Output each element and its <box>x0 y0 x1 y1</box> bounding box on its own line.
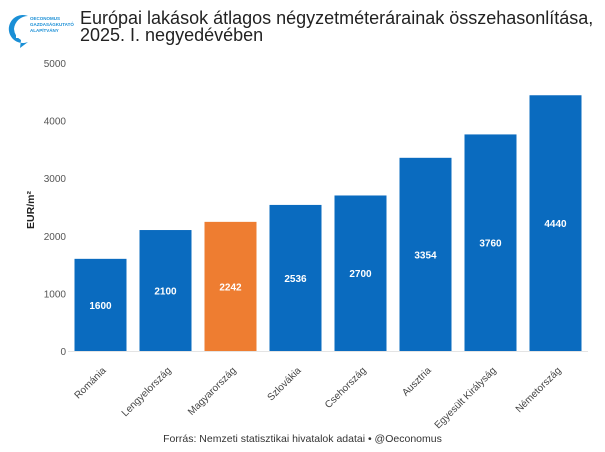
y-axis-label: EUR/m² <box>25 191 37 229</box>
bar <box>529 95 582 351</box>
y-tick-label: 1000 <box>44 289 67 300</box>
data-label: 4440 <box>544 219 567 230</box>
bar <box>269 204 322 351</box>
data-label: 1600 <box>89 301 112 312</box>
bar <box>399 157 452 351</box>
x-tick-label: Egyesült Királyság <box>433 365 499 431</box>
x-tick-label: Ausztria <box>400 365 434 399</box>
y-tick-label: 5000 <box>44 59 67 70</box>
logo-text: OECONOMUS GAZDASÁGKUTATÓ ALAPÍTVÁNY <box>30 16 74 33</box>
data-label: 2536 <box>284 274 307 285</box>
bar <box>204 221 257 351</box>
source-note: Forrás: Nemzeti statisztikai hivatalok a… <box>163 433 442 445</box>
y-tick-label: 3000 <box>44 174 67 185</box>
bar <box>334 195 387 351</box>
data-label: 2100 <box>154 287 177 298</box>
data-label: 3760 <box>479 239 502 250</box>
x-tick-label: Lengyelország <box>120 365 174 419</box>
logo-icon <box>8 15 29 48</box>
x-tick-label: Románia <box>73 365 109 401</box>
bar <box>74 258 127 351</box>
bar <box>464 134 517 351</box>
data-label: 3354 <box>414 250 437 261</box>
data-label: 2242 <box>219 282 242 293</box>
data-label: 2700 <box>349 269 372 280</box>
x-tick-label: Csehország <box>323 365 369 411</box>
y-tick-label: 4000 <box>44 117 67 128</box>
y-tick-label: 2000 <box>44 232 67 243</box>
bar <box>139 230 192 351</box>
x-tick-label: Magyarország <box>186 365 239 418</box>
x-tick-label: Németország <box>514 365 564 415</box>
chart-title: Európai lakások átlagos négyzetméterárai… <box>80 8 594 45</box>
y-tick-label: 0 <box>60 347 66 358</box>
x-tick-label: Szlovákia <box>266 365 304 403</box>
